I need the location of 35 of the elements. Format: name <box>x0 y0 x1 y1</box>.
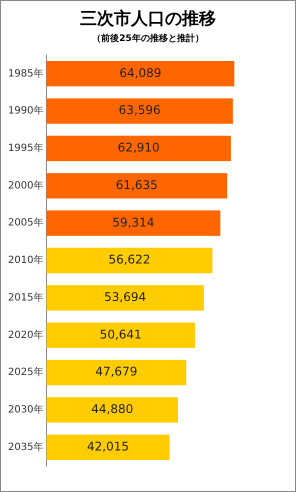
bar <box>46 98 233 124</box>
bar <box>46 248 212 274</box>
bar <box>46 136 231 162</box>
bar <box>46 434 170 460</box>
bar <box>46 210 220 236</box>
data-label: 53,694 <box>104 290 146 304</box>
data-label: 61,635 <box>116 178 158 192</box>
bar <box>46 173 228 198</box>
data-label: 44,880 <box>91 402 134 416</box>
y-tick-label: 2020年 <box>8 328 44 341</box>
bar <box>46 360 186 386</box>
y-tick-label: 2025年 <box>8 366 44 378</box>
y-tick-label: 2015年 <box>8 291 44 304</box>
data-label: 59,314 <box>112 215 154 230</box>
y-tick-label: 2005年 <box>8 216 44 229</box>
y-tick-label: 1985年 <box>8 67 44 80</box>
y-tick-label: 2000年 <box>8 179 44 192</box>
bar <box>46 285 204 311</box>
data-label: 42,015 <box>87 439 130 454</box>
data-label: 47,679 <box>95 364 138 379</box>
y-tick-label: 2035年 <box>8 440 44 453</box>
data-label: 63,596 <box>118 103 161 118</box>
y-tick-label: 1990年 <box>8 104 44 117</box>
chart-title: 三次市人口の推移 <box>79 8 217 30</box>
bar <box>46 397 178 423</box>
data-label: 56,622 <box>108 252 150 267</box>
data-label: 50,641 <box>100 327 142 342</box>
y-tick-label: 2010年 <box>8 254 44 266</box>
data-label: 64,089 <box>119 66 162 80</box>
data-label: 62,910 <box>118 140 160 155</box>
chart-subtitle: （前後25年の推移と推計） <box>91 32 205 45</box>
bar <box>46 60 234 86</box>
y-tick-label: 2030年 <box>8 404 44 416</box>
bar <box>46 322 195 348</box>
y-tick-label: 1995年 <box>8 142 44 154</box>
